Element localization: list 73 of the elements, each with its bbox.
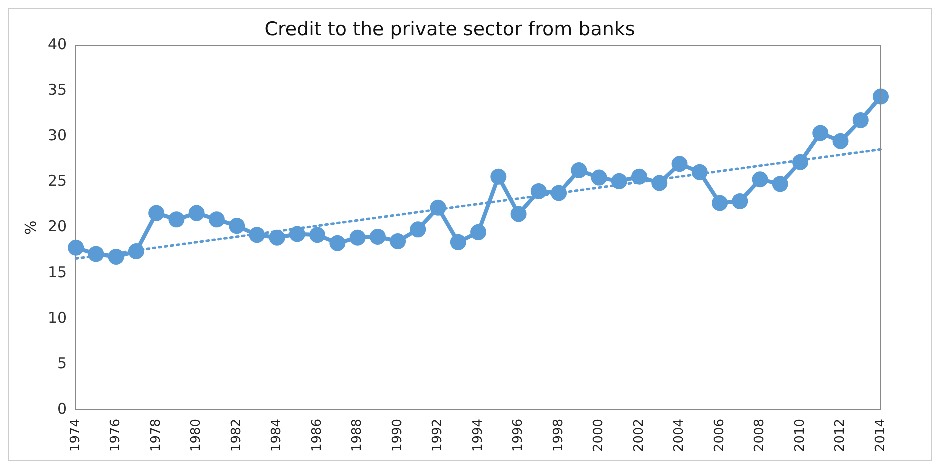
point xyxy=(470,224,487,240)
x-tick-label: 1978 xyxy=(148,418,164,452)
x-tick-label: 1974 xyxy=(68,418,84,452)
y-tick-label: 0 xyxy=(58,400,68,418)
point xyxy=(510,206,527,222)
point xyxy=(310,227,326,244)
point xyxy=(652,175,668,192)
x-tick-label: 1984 xyxy=(270,418,285,452)
point xyxy=(591,170,608,186)
point xyxy=(873,88,889,105)
y-tick-label: 25 xyxy=(48,172,68,190)
point xyxy=(148,205,165,222)
point xyxy=(68,240,84,256)
point xyxy=(430,200,446,216)
point xyxy=(812,125,829,142)
y-tick-label: 20 xyxy=(48,218,68,236)
point xyxy=(712,195,728,212)
y-tick-label: 15 xyxy=(48,263,68,282)
x-tick-label: 1990 xyxy=(390,418,406,452)
point xyxy=(370,228,386,245)
x-tick-label: 1982 xyxy=(229,418,244,452)
y-tick-label: 40 xyxy=(48,36,68,54)
x-tick-label: 2008 xyxy=(752,418,768,452)
chart-title: Credit to the private sector from banks xyxy=(264,18,636,40)
point xyxy=(792,154,809,170)
point xyxy=(350,230,366,246)
x-tick-label: 1996 xyxy=(511,418,526,452)
x-tick-label: 1976 xyxy=(108,418,124,452)
point xyxy=(330,235,346,252)
x-tick-label: 1992 xyxy=(430,418,446,452)
point xyxy=(390,234,406,250)
point xyxy=(128,244,144,260)
point xyxy=(611,173,628,190)
point xyxy=(832,133,849,150)
y-tick-label: 5 xyxy=(58,354,68,372)
x-tick-label: 2012 xyxy=(833,418,848,452)
x-tick-label: 2000 xyxy=(592,418,607,452)
point xyxy=(168,212,185,228)
point xyxy=(229,218,246,234)
point xyxy=(269,230,286,246)
point xyxy=(208,212,225,228)
point xyxy=(108,248,124,265)
point xyxy=(772,176,788,192)
point xyxy=(289,226,306,242)
point xyxy=(88,246,104,262)
x-tick-label: 1980 xyxy=(189,418,204,452)
x-tick-label: 1998 xyxy=(551,418,566,452)
point xyxy=(752,172,768,188)
point xyxy=(249,227,266,244)
x-tick-label: 2006 xyxy=(712,418,728,452)
point xyxy=(530,183,547,200)
x-tick-label: 1988 xyxy=(350,418,366,452)
point xyxy=(692,164,708,180)
x-tick-label: 1986 xyxy=(310,418,325,452)
point xyxy=(571,162,588,179)
point xyxy=(672,156,688,172)
x-tick-label: 2010 xyxy=(792,418,808,452)
y-tick-label: 10 xyxy=(48,308,68,327)
point xyxy=(632,168,648,185)
x-tick-label: 2004 xyxy=(672,418,688,452)
point xyxy=(450,234,466,250)
point xyxy=(852,112,869,128)
y-tick-label: 35 xyxy=(48,81,68,100)
x-tick-label: 2002 xyxy=(632,418,647,452)
point xyxy=(732,193,748,210)
point xyxy=(490,168,507,185)
x-tick-label: 1994 xyxy=(470,418,486,452)
y-axis-title: % xyxy=(22,220,40,235)
point xyxy=(410,222,426,238)
x-tick-label: 2014 xyxy=(873,418,888,452)
point xyxy=(188,205,205,222)
point xyxy=(551,185,568,202)
y-tick-label: 30 xyxy=(48,126,68,145)
